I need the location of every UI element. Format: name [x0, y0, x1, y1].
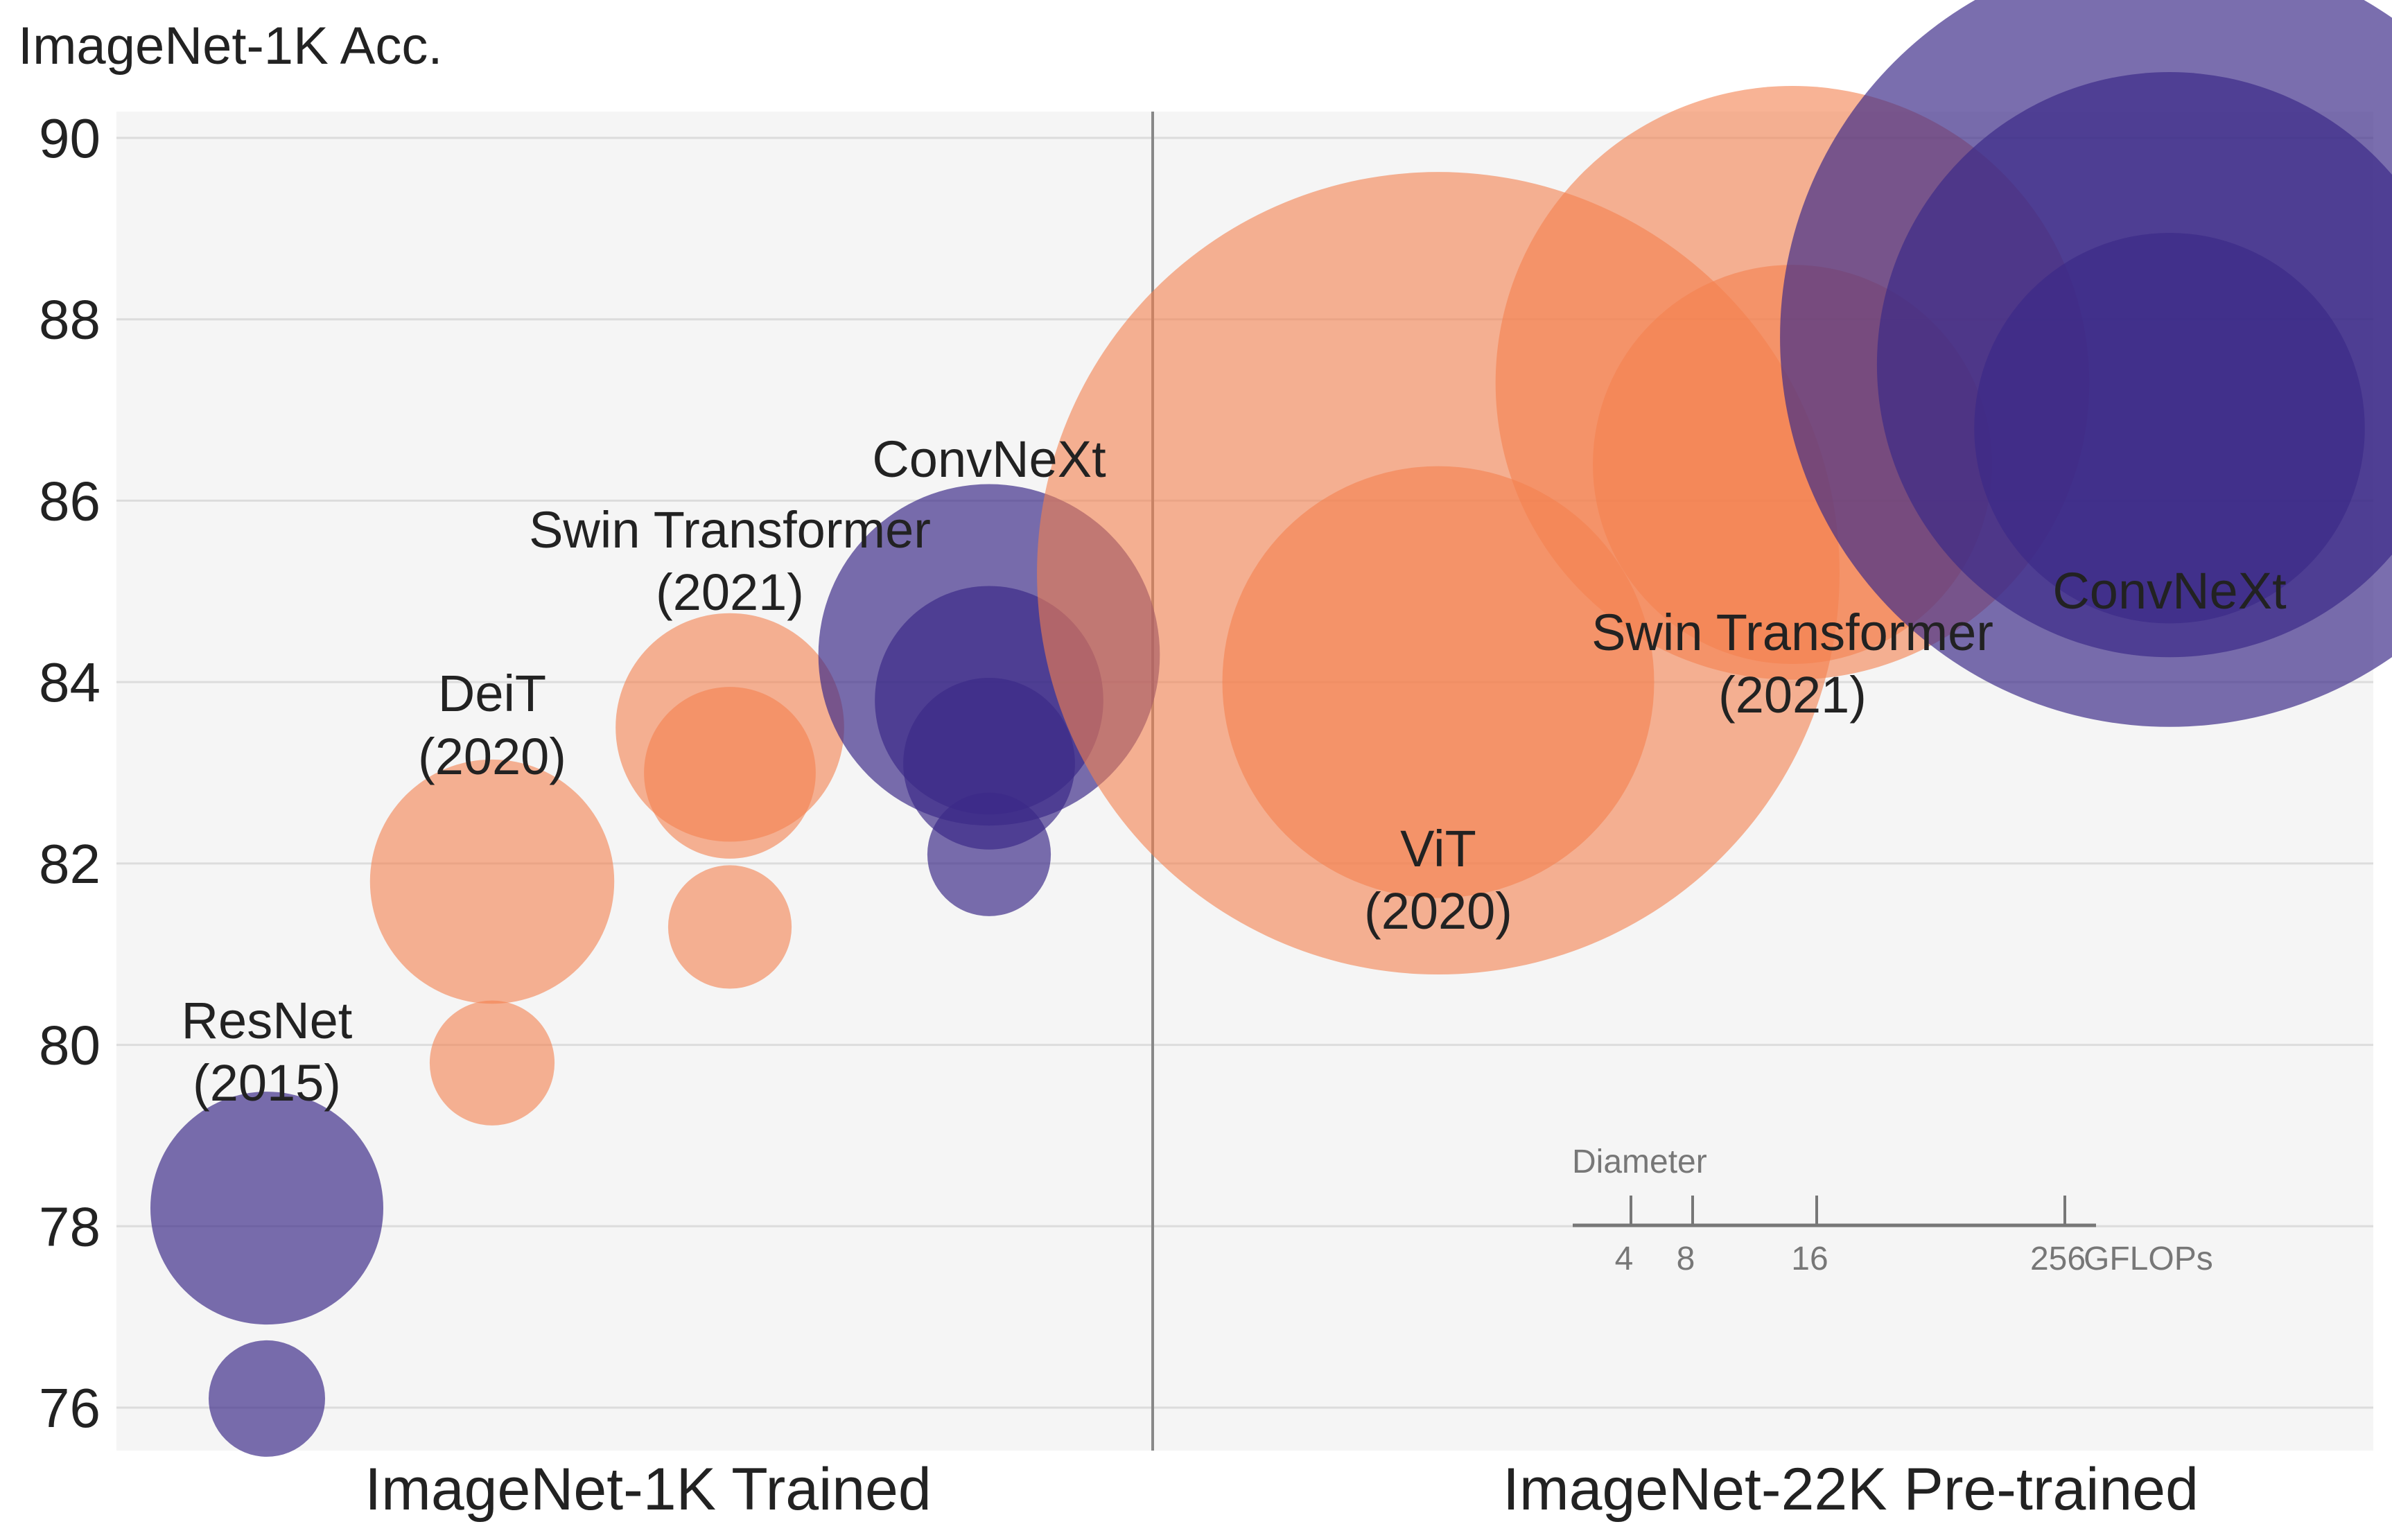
category-label-22k: ImageNet-22K Pre-trained	[1503, 1456, 2199, 1523]
bubble-convnext	[1974, 232, 2365, 624]
bubble-swin-transformer	[644, 687, 816, 859]
y-tick-label: 78	[39, 1196, 101, 1257]
model-label: (2021)	[1718, 666, 1867, 724]
y-tick-label: 90	[39, 107, 101, 169]
y-tick-label: 80	[39, 1015, 101, 1076]
model-label: (2015)	[193, 1054, 341, 1112]
y-axis-title: ImageNet-1K Acc.	[18, 17, 443, 76]
bubble-resnet	[150, 1092, 383, 1325]
model-label: ConvNeXt	[872, 430, 1106, 488]
category-label-1k: ImageNet-1K Trained	[365, 1456, 931, 1523]
bubble-vit	[1222, 466, 1655, 898]
legend-unit: GFLOPs	[2084, 1241, 2213, 1277]
model-label: ConvNeXt	[2052, 562, 2287, 620]
model-label: Swin Transformer	[529, 501, 931, 559]
y-tick-label: 76	[39, 1377, 101, 1439]
y-tick-label: 88	[39, 289, 101, 351]
bubble-deit	[429, 1000, 555, 1126]
model-label: (2021)	[656, 563, 804, 621]
bubble-resnet	[209, 1340, 325, 1457]
y-tick-label: 84	[39, 651, 101, 713]
y-tick-label: 86	[39, 470, 101, 532]
legend-title: Diameter	[1572, 1144, 1707, 1180]
y-tick-label: 82	[39, 833, 101, 895]
model-label: (2020)	[1364, 882, 1512, 940]
model-label: Swin Transformer	[1591, 604, 1993, 661]
model-label: ResNet	[182, 992, 353, 1049]
legend-tick-label: 8	[1677, 1241, 1695, 1277]
legend-tick-label: 4	[1615, 1241, 1634, 1277]
bubble-swin-transformer	[667, 865, 792, 989]
legend-tick-label: 256	[2030, 1241, 2086, 1277]
model-label: ViT	[1400, 820, 1476, 877]
bubble-convnext	[903, 678, 1075, 850]
model-label: DeiT	[438, 665, 546, 722]
bubble-deit	[369, 759, 615, 1004]
bubble-convnext	[927, 792, 1051, 916]
legend-tick-label: 16	[1791, 1241, 1828, 1277]
model-label: (2020)	[418, 728, 566, 785]
